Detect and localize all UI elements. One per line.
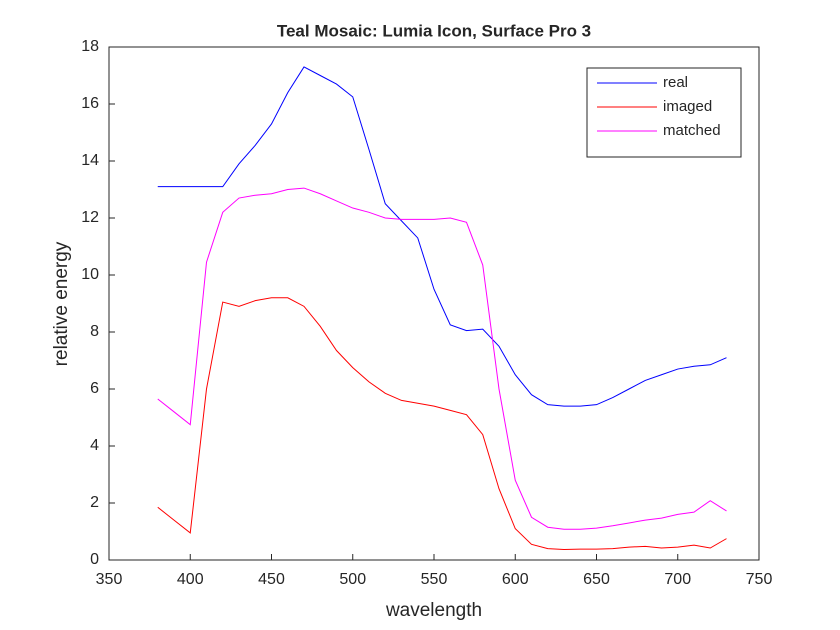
y-tick-label: 2 xyxy=(90,494,99,511)
x-tick-label: 350 xyxy=(96,571,123,588)
y-tick-label: 8 xyxy=(90,323,99,340)
y-tick-label: 12 xyxy=(81,209,99,226)
x-tick-label: 500 xyxy=(339,571,366,588)
x-tick-label: 400 xyxy=(177,571,204,588)
x-axis-label: wavelength xyxy=(385,600,482,621)
x-tick-label: 650 xyxy=(583,571,610,588)
x-tick-label: 750 xyxy=(746,571,773,588)
y-tick-label: 10 xyxy=(81,266,99,283)
legend-label: imaged xyxy=(663,98,712,115)
plot-frame xyxy=(108,46,760,561)
y-tick-label: 6 xyxy=(90,380,99,397)
y-tick-label: 14 xyxy=(81,152,99,169)
legend-label: matched xyxy=(663,122,721,139)
x-tick-label: 550 xyxy=(421,571,448,588)
series-line xyxy=(157,66,727,407)
chart-title: Teal Mosaic: Lumia Icon, Surface Pro 3 xyxy=(277,21,591,40)
y-tick-label: 4 xyxy=(90,437,99,454)
x-tick-label: 700 xyxy=(664,571,691,588)
y-tick-label: 0 xyxy=(90,551,99,568)
series-line xyxy=(157,297,727,550)
y-tick-label: 18 xyxy=(81,38,99,55)
x-tick-label: 600 xyxy=(502,571,529,588)
legend-label: real xyxy=(663,74,688,91)
series-line xyxy=(157,187,727,530)
y-tick-label: 16 xyxy=(81,95,99,112)
x-tick-label: 450 xyxy=(258,571,285,588)
y-axis-label: relative energy xyxy=(51,241,72,366)
